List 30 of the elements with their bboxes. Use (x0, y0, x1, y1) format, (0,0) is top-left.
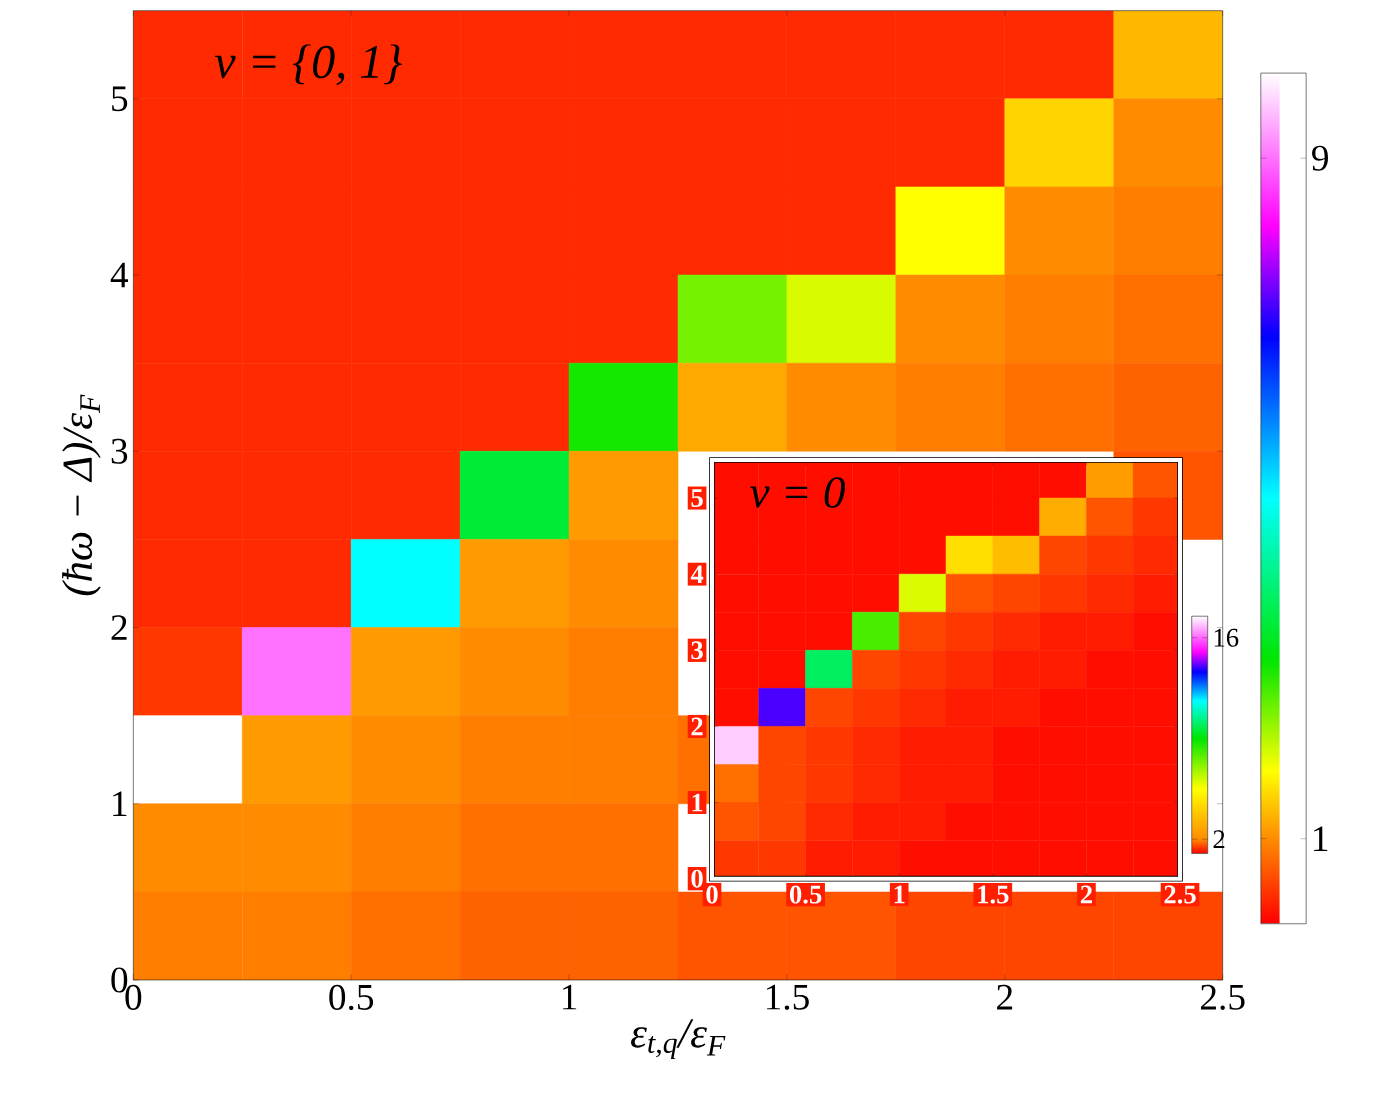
x-tick-label: 2.5 (1200, 984, 1245, 1010)
x-axis-title: ε$_{t,q}$/ε$_{F}$ (631, 1019, 726, 1059)
x-tick-label: 0 (706, 885, 718, 904)
y-tick-label: 4 (690, 565, 704, 583)
color-bar-label: 2 (1213, 830, 1225, 848)
x-tick-label: 1.5 (978, 885, 1009, 904)
y-tick-label: 2 (111, 615, 127, 640)
y-tick-label: 1 (113, 791, 127, 816)
color-bar-label: 16 (1214, 628, 1239, 647)
y-tick-label: 5 (691, 489, 703, 507)
y-tick-label: 3 (111, 438, 128, 464)
x-tick-label: 1 (563, 984, 577, 1010)
x-tick-label: 0.5 (329, 984, 374, 1010)
annotation: ν = 0 (750, 477, 845, 508)
y-tick-label: 4 (110, 262, 129, 288)
color-bar-label: 9 (1312, 145, 1328, 171)
x-tick-label: 2 (997, 984, 1013, 1010)
y-tick-label: 5 (112, 86, 128, 112)
x-tick-label: 0.5 (789, 885, 822, 904)
annotation: ν = {0, 1} (214, 44, 402, 85)
y-tick-label: 0 (691, 869, 703, 888)
x-tick-label: 1.5 (766, 984, 809, 1010)
y-tick-label: 3 (691, 641, 703, 660)
y-tick-label: 2 (691, 717, 703, 736)
x-tick-label: 2 (1080, 885, 1092, 904)
x-tick-label: 2.5 (1164, 885, 1196, 904)
x-tick-label: 1 (894, 885, 905, 904)
color-bar-label: 1 (1314, 826, 1328, 851)
y-axis-title: (ħω − Δ)/ε$_{F}$ (62, 394, 101, 595)
y-tick-label: 1 (692, 793, 703, 812)
